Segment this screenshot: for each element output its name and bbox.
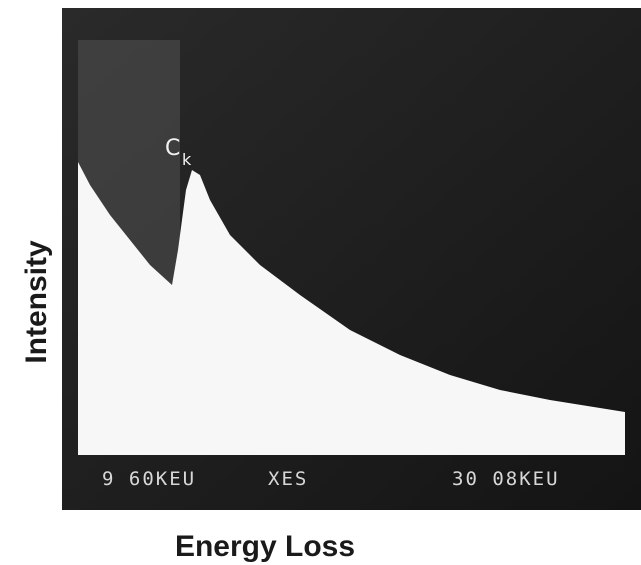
x-axis-label: Energy Loss (175, 530, 355, 563)
readout: XES (268, 468, 308, 490)
readout: 9 60KEU (102, 468, 196, 490)
peak-label: C (165, 136, 180, 161)
readout: 30 08KEU (452, 468, 560, 490)
peak-label-sub: k (182, 150, 192, 169)
figure: C k 9 60KEU XES 30 08KEU Intensity Energ… (0, 0, 641, 565)
y-axis-label: Intensity (20, 240, 53, 364)
